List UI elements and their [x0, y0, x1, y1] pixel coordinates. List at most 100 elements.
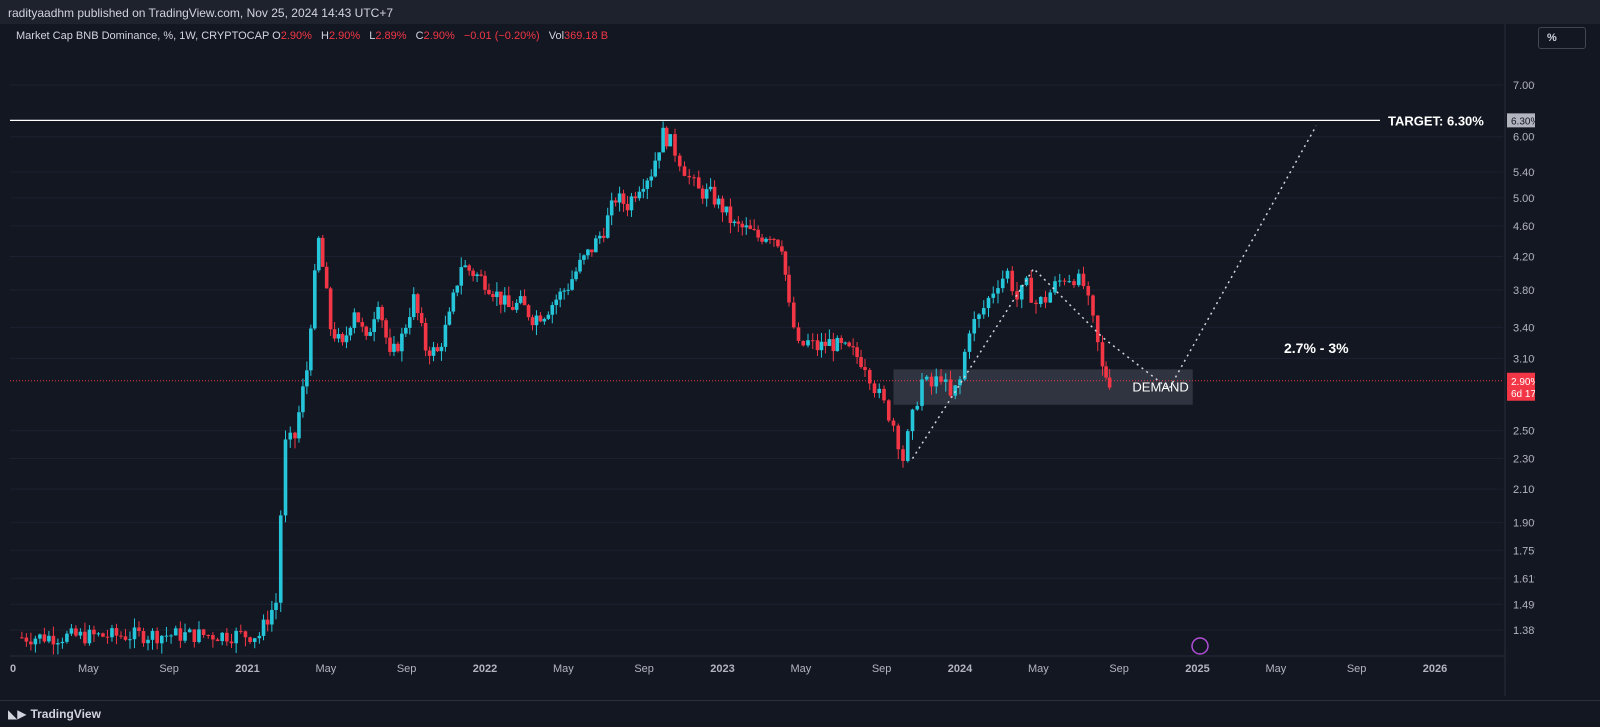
candle-body	[60, 641, 65, 644]
candle-body	[534, 315, 539, 326]
candle-body	[1005, 270, 1010, 279]
candle-body	[447, 311, 452, 325]
candle-body	[479, 274, 483, 276]
countdown-label: 6d 17h	[1511, 389, 1535, 400]
candle-body	[419, 313, 424, 324]
candle-body	[901, 449, 905, 461]
candle-body	[261, 619, 266, 636]
candle-body	[20, 637, 24, 639]
candle-body	[96, 633, 101, 635]
x-tick-label: Sep	[634, 663, 654, 675]
candle-body	[967, 333, 972, 352]
candle-body	[201, 629, 206, 636]
candle-body	[664, 127, 669, 147]
y-tick-label: 4.20%	[1513, 251, 1535, 263]
candle-body	[716, 198, 721, 205]
candle-body	[234, 630, 238, 644]
candle-body	[948, 379, 953, 396]
high-label: H	[320, 30, 329, 42]
candle-body	[728, 206, 733, 224]
candle-body	[768, 238, 772, 240]
price-axis-label: 2.90%	[1511, 377, 1535, 388]
symbol-legend: Market Cap BNB Dominance, %, 1W, CRYPTOC…	[16, 30, 614, 42]
candle-body	[586, 249, 590, 256]
candle-body	[29, 641, 33, 645]
open-value: 2.90%	[280, 30, 312, 42]
candle-body	[215, 639, 220, 642]
x-tick-label: May	[553, 663, 574, 675]
candle-body	[613, 200, 618, 203]
candle-body	[896, 425, 901, 450]
candle-body	[1048, 292, 1053, 303]
candle-body	[114, 628, 119, 636]
candle-body	[629, 196, 634, 211]
candle-body	[316, 237, 321, 271]
footer-bar: ◣▶ TradingView	[0, 700, 1600, 727]
candle-body	[183, 632, 187, 641]
x-tick-label: Sep	[397, 663, 417, 675]
candle-body	[953, 385, 958, 396]
tradingview-logo[interactable]: ◣▶ TradingView	[8, 707, 101, 721]
candle-body	[877, 388, 882, 394]
candle-body	[392, 343, 396, 352]
price-chart[interactable]: 7.00% 6.00% 5.40% 5.00% 4.60% 4.20% 3.80% 3.40%…	[10, 24, 1535, 696]
candle-body	[252, 638, 257, 642]
candle-body	[187, 629, 192, 633]
open-label: O	[272, 30, 281, 42]
candle-body	[169, 635, 173, 637]
symbol-name: Market Cap BNB Dominance, %, 1W, CRYPTOC…	[16, 30, 270, 42]
candle-body	[1000, 278, 1005, 289]
candle-body	[835, 337, 840, 352]
close-label: C	[415, 30, 424, 42]
candle-body	[336, 334, 341, 339]
candle-body	[372, 319, 376, 333]
range-label: 2.7% - 3%	[1284, 340, 1349, 356]
candle-body	[682, 166, 687, 176]
candle-body	[211, 635, 215, 640]
candle-body	[348, 327, 353, 336]
candle-body	[506, 295, 511, 308]
candle-body	[943, 379, 948, 382]
y-tick-label: 3.80%	[1513, 285, 1535, 297]
candle-body	[1086, 286, 1091, 296]
candle-body	[443, 324, 448, 347]
candle-body	[806, 340, 810, 346]
candle-body	[384, 320, 388, 338]
candle-body	[704, 189, 709, 199]
candle-body	[673, 134, 677, 156]
candle-body	[708, 186, 713, 190]
candle-body	[760, 237, 764, 242]
candle-body	[962, 351, 967, 380]
candle-body	[502, 295, 507, 305]
candle-body	[934, 376, 939, 387]
candle-body	[882, 388, 886, 401]
x-tick-label: May	[315, 663, 336, 675]
chart-panel[interactable]: 7.00% 6.00% 5.40% 5.00% 4.60% 4.20% 3.80% 3.40%…	[10, 24, 1535, 696]
candle-body	[601, 235, 606, 238]
candle-body	[550, 305, 555, 315]
candle-body	[546, 314, 551, 319]
candle-body	[499, 291, 503, 305]
candle-body	[910, 409, 915, 432]
candle-body	[248, 637, 252, 642]
candle-body	[270, 609, 274, 625]
candle-body	[905, 431, 910, 461]
candle-body	[1043, 296, 1048, 303]
percent-scale-button[interactable]: %	[1538, 27, 1586, 49]
candle-body	[744, 225, 749, 228]
candle-body	[981, 308, 986, 315]
candle-body	[661, 127, 665, 153]
candle-body	[278, 515, 283, 603]
candle-body	[439, 346, 444, 352]
low-value: 2.89%	[375, 30, 407, 42]
candle-body	[483, 275, 487, 290]
candle-body	[847, 342, 851, 347]
candle-body	[783, 251, 788, 275]
candle-body	[78, 631, 83, 636]
candle-body	[939, 376, 943, 382]
candle-body	[810, 340, 815, 342]
candle-body	[356, 312, 361, 323]
candle-body	[1038, 296, 1043, 305]
candle-body	[554, 299, 559, 306]
candle-body	[229, 641, 234, 644]
